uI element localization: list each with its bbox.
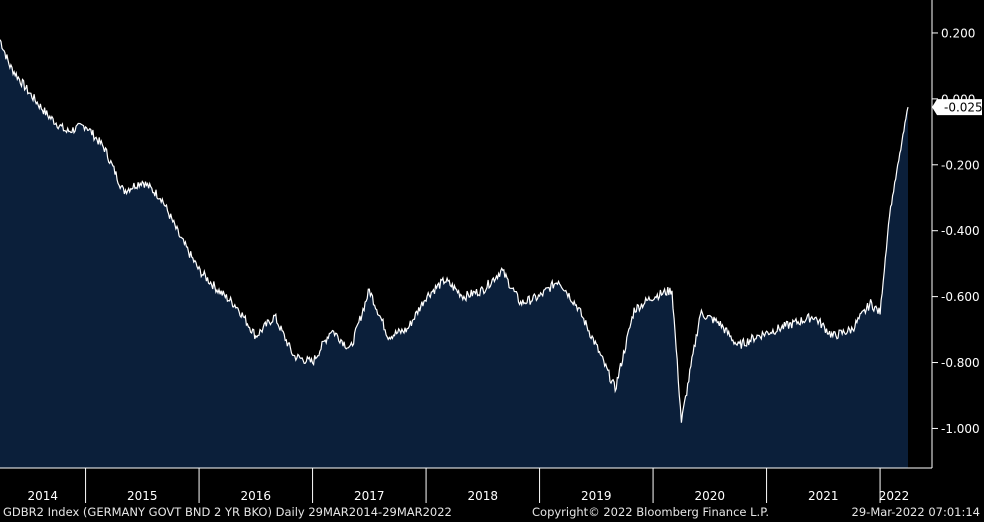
x-tick-label: 2018 (468, 489, 499, 503)
y-axis: 0.2000.000-0.200-0.400-0.600-0.800-1.000… (931, 0, 983, 468)
footer-copyright: Copyright© 2022 Bloomberg Finance L.P. (532, 505, 769, 519)
series-line (0, 39, 909, 423)
y-tick-label: -0.200 (941, 158, 980, 172)
y-tick-label: -0.800 (941, 356, 980, 370)
x-tick-label: 2019 (581, 489, 612, 503)
x-axis: 2014 2015 2016 2017 2018 2019 2020 2021 2022 (0, 467, 932, 503)
footer-timestamp: 29-Mar-2022 07:01:14 (851, 505, 980, 519)
series-area (0, 39, 908, 468)
last-value-box (932, 99, 982, 116)
yield-chart: 0.2000.000-0.200-0.400-0.600-0.800-1.000… (0, 0, 983, 503)
x-tick-label: 2014 (28, 489, 59, 503)
last-value-label: -0.025 (944, 101, 983, 115)
x-tick-label: 2017 (354, 489, 385, 503)
plot-area (0, 39, 909, 468)
y-tick-label: -1.000 (941, 422, 980, 436)
x-tick-label: 2015 (127, 489, 158, 503)
y-tick-label: -0.400 (941, 224, 980, 238)
x-tick-label: 2016 (241, 489, 272, 503)
footer-bar: GDBR2 Index (GERMANY GOVT BND 2 YR BKO) … (0, 503, 984, 522)
x-tick-label: 2020 (695, 489, 726, 503)
y-tick-label: 0.200 (941, 26, 975, 40)
footer-security-label: GDBR2 Index (GERMANY GOVT BND 2 YR BKO) … (3, 505, 452, 519)
x-tick-label: 2022 (879, 489, 910, 503)
x-tick-label: 2021 (808, 489, 839, 503)
y-tick-label: -0.600 (941, 290, 980, 304)
